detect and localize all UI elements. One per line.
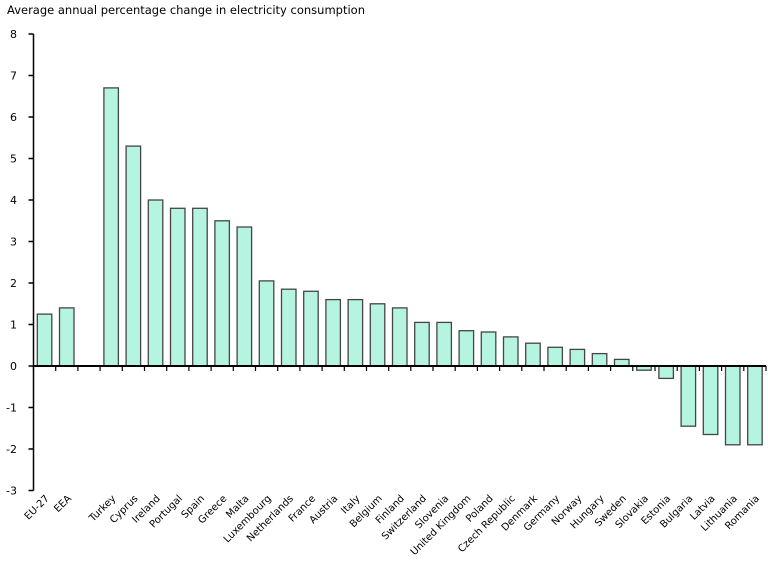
bar-estonia <box>658 365 675 380</box>
bar-latvia <box>702 365 719 436</box>
bar-greece <box>214 220 231 367</box>
bar-austria <box>325 298 342 367</box>
y-tick-label-1: 1 <box>10 319 17 332</box>
y-tick-label-8: 8 <box>10 28 17 41</box>
y-tick-label-5: 5 <box>10 153 17 166</box>
bar-united-kingdom <box>458 330 475 367</box>
x-label-eea: EEA <box>52 493 74 515</box>
bar-eea <box>58 307 75 367</box>
y-tick-label--2: -2 <box>6 443 17 456</box>
bar-germany <box>547 346 564 367</box>
y-tick-label-7: 7 <box>10 70 17 83</box>
bar-italy <box>347 298 364 367</box>
bar-portugal <box>169 207 186 367</box>
bar-norway <box>569 348 586 367</box>
bar-hungary <box>591 352 608 367</box>
y-tick-label-4: 4 <box>10 194 17 207</box>
bar-eu-27 <box>36 313 53 367</box>
bar-netherlands <box>280 288 297 367</box>
y-tick-label-2: 2 <box>10 277 17 290</box>
chart-title: Average annual percentage change in elec… <box>7 3 365 17</box>
bar-poland <box>480 331 497 367</box>
bar-cyprus <box>125 145 142 367</box>
bar-denmark <box>525 342 541 367</box>
y-tick-label--1: -1 <box>6 402 17 415</box>
bar-france <box>303 290 319 367</box>
bar-lithuania <box>724 365 741 446</box>
y-tick-label-0: 0 <box>10 360 17 373</box>
bar-belgium <box>369 303 386 367</box>
bar-luxembourg <box>258 280 275 367</box>
bar-bulgaria <box>680 365 697 427</box>
bar-finland <box>391 307 408 367</box>
y-tick-label--3: -3 <box>6 485 17 498</box>
bar-ireland <box>147 199 164 367</box>
y-tick-label-3: 3 <box>10 236 17 249</box>
x-label-eu-27: EU-27 <box>23 493 52 522</box>
bar-czech-republic <box>502 336 519 367</box>
bar-switzerland <box>414 321 430 367</box>
bar-romania <box>747 365 763 446</box>
bar-spain <box>192 207 208 367</box>
bar-malta <box>236 226 253 367</box>
bar-turkey <box>103 87 120 367</box>
bar-slovenia <box>436 321 453 367</box>
y-tick-label-6: 6 <box>10 111 17 124</box>
